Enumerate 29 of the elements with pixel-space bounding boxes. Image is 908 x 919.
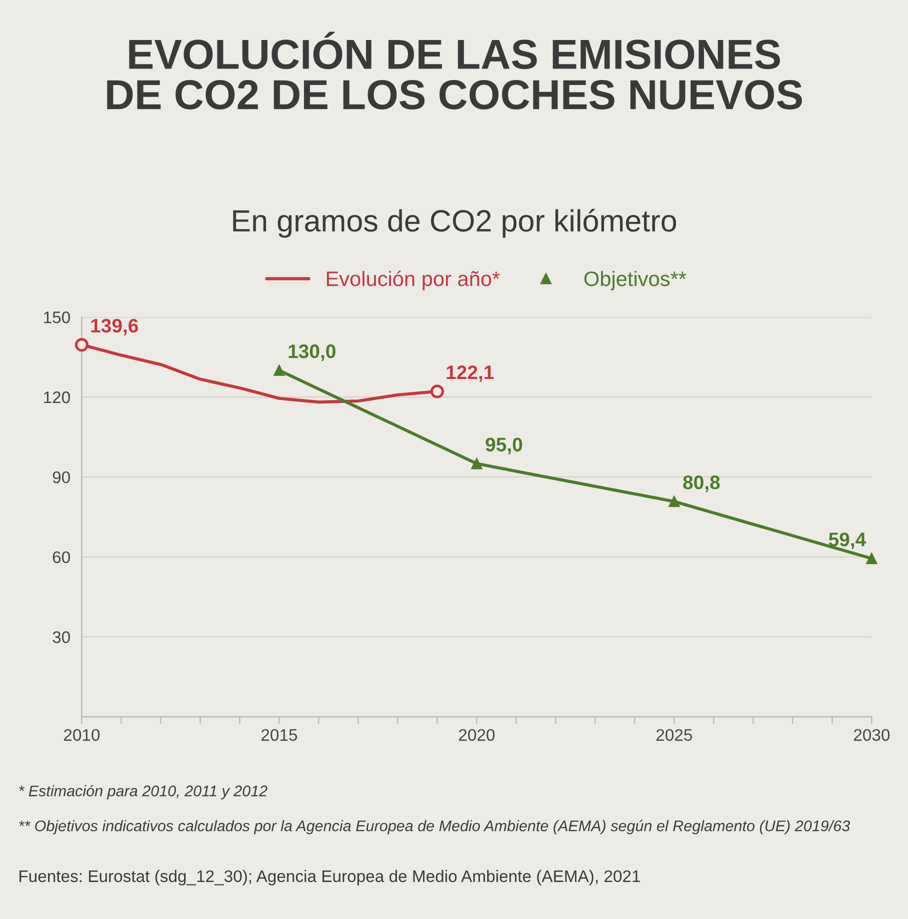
y-tick-label: 150 bbox=[44, 311, 70, 324]
point bbox=[471, 458, 482, 470]
legend-label: Objetivos** bbox=[584, 270, 686, 290]
data-label: 139,6 bbox=[91, 318, 138, 336]
chart-title: EVOLUCIÓN DE LAS EMISIONES DE CO2 DE LOS COCHES NUEVOS bbox=[107, 32, 802, 110]
x-tick-label: 2030 bbox=[854, 729, 890, 741]
data-label: 80,8 bbox=[683, 476, 720, 492]
legend-label: Evolución por año* bbox=[326, 270, 500, 290]
chart-subtitle: En gramos de CO2 por kilómetro bbox=[233, 208, 676, 238]
point bbox=[668, 496, 680, 508]
y-tick-label: 30 bbox=[52, 631, 70, 644]
source-note: Fuentes: Eurostat (sdg_12_30); Agencia Europea de Medio Ambiente (AEMA), 2021 bbox=[20, 870, 640, 886]
x-tick-label: 2010 bbox=[64, 729, 100, 741]
x-tick-label: 2020 bbox=[459, 729, 495, 741]
data-label: 130,0 bbox=[288, 344, 336, 361]
data-label: 122,1 bbox=[446, 365, 494, 382]
y-tick-label: 60 bbox=[52, 551, 70, 564]
point bbox=[866, 552, 878, 564]
point bbox=[430, 384, 444, 398]
y-tick-label: 90 bbox=[52, 471, 70, 484]
text: ** Objetivos indicativos calculados por la Agencia Europea de Medio Ambiente (AEMA) según el Reglamento (UE) 2019/63 bbox=[19, 820, 850, 834]
text: * Estimación para 2010, 2011 y 2012 bbox=[19, 784, 268, 800]
x-tick-label: 2025 bbox=[656, 729, 692, 741]
y-tick-label: 120 bbox=[44, 391, 70, 404]
point bbox=[274, 364, 285, 376]
data-label: 59,4 bbox=[828, 532, 866, 550]
data-label: 95,0 bbox=[486, 438, 522, 454]
point bbox=[74, 338, 89, 352]
x-tick-label: 2015 bbox=[262, 729, 298, 741]
